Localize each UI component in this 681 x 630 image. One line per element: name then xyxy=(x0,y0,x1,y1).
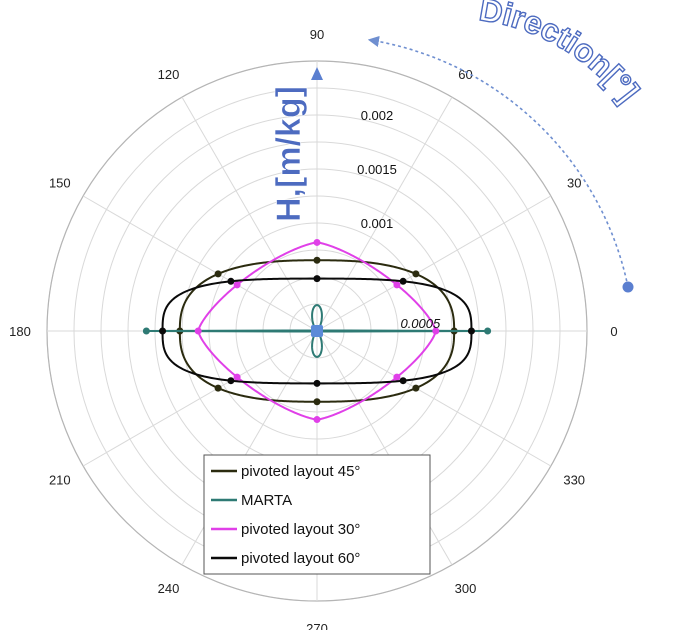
origin-marker xyxy=(311,325,323,337)
series-2-point-210 xyxy=(233,373,241,381)
series-2-point-180 xyxy=(194,327,202,335)
angular-tick-label-30: 30 xyxy=(567,176,581,191)
series-0-point-150 xyxy=(214,270,222,278)
angular-tick-label-180: 180 xyxy=(9,324,31,339)
radial-tick-label-0_001: 0.001 xyxy=(361,216,394,231)
series-3-point-270 xyxy=(313,379,321,387)
angular-tick-label-300: 300 xyxy=(455,581,477,596)
series-3-point-90 xyxy=(313,275,321,283)
series-0-point-330 xyxy=(412,384,420,392)
direction-arrow-origin xyxy=(622,281,634,293)
series-3-point-30 xyxy=(399,277,407,285)
radial-axis-arrowhead xyxy=(311,67,323,80)
grid-spoke-30 xyxy=(316,195,552,332)
legend-items: pivoted layout 45° MARTA pivoted layout 30… xyxy=(211,463,360,567)
series-0-point-30 xyxy=(412,270,420,278)
grid-spoke-60 xyxy=(316,96,453,332)
legend-label-1: MARTA xyxy=(241,492,292,509)
angular-tick-label-0: 0 xyxy=(610,324,617,339)
grid-spoke-210 xyxy=(82,330,318,467)
series-2-point-330 xyxy=(393,373,401,381)
series-3-point-330 xyxy=(399,377,407,385)
series-2-point-270 xyxy=(313,416,321,424)
legend-label-0: pivoted layout 45° xyxy=(241,463,360,480)
angular-axis-title-path: Direction[°] xyxy=(476,0,647,109)
angular-tick-label-330: 330 xyxy=(563,473,585,488)
angular-tick-label-90: 90 xyxy=(310,27,324,42)
series-3-point-0 xyxy=(467,327,475,335)
grid-spoke-120 xyxy=(181,96,318,332)
series-0-point-90 xyxy=(313,256,321,264)
radial-tick-labels: 0.0005 0.001 0.0015 0.002 xyxy=(357,108,441,331)
legend-label-3: pivoted layout 60° xyxy=(241,550,360,567)
series-0-point-210 xyxy=(214,384,222,392)
grid-spoke-330 xyxy=(316,330,552,467)
angular-axis-title: Direction[°] xyxy=(477,0,647,109)
series-2-point-30 xyxy=(393,281,401,289)
legend: pivoted layout 45° MARTA pivoted layout 30… xyxy=(203,454,431,575)
angular-tick-label-240: 240 xyxy=(158,581,180,596)
series-3-point-210 xyxy=(227,377,235,385)
series-0-point-270 xyxy=(313,398,321,406)
angular-tick-label-270: 270 xyxy=(306,621,328,630)
series-3-point-180 xyxy=(159,327,167,335)
grid-spoke-150 xyxy=(82,195,318,332)
radial-axis-title: H,[m/kg] xyxy=(270,86,308,222)
series-2-point-0 xyxy=(432,327,440,335)
legend-box xyxy=(203,454,431,575)
angular-tick-label-120: 120 xyxy=(158,67,180,82)
legend-label-2: pivoted layout 30° xyxy=(241,521,360,538)
angular-tick-label-210: 210 xyxy=(49,473,71,488)
series-2-point-90 xyxy=(313,238,321,246)
direction-arrow xyxy=(367,35,629,288)
angular-tick-label-150: 150 xyxy=(49,176,71,191)
series-3-point-150 xyxy=(227,277,235,285)
series-1-point-0 xyxy=(484,327,492,335)
radial-tick-label-0_002: 0.002 xyxy=(361,108,394,123)
radial-tick-label-0_0015: 0.0015 xyxy=(357,162,397,177)
series-1-point-180 xyxy=(142,327,150,335)
radial-tick-label-0_0005: 0.0005 xyxy=(400,316,441,331)
series-2-point-150 xyxy=(233,281,241,289)
